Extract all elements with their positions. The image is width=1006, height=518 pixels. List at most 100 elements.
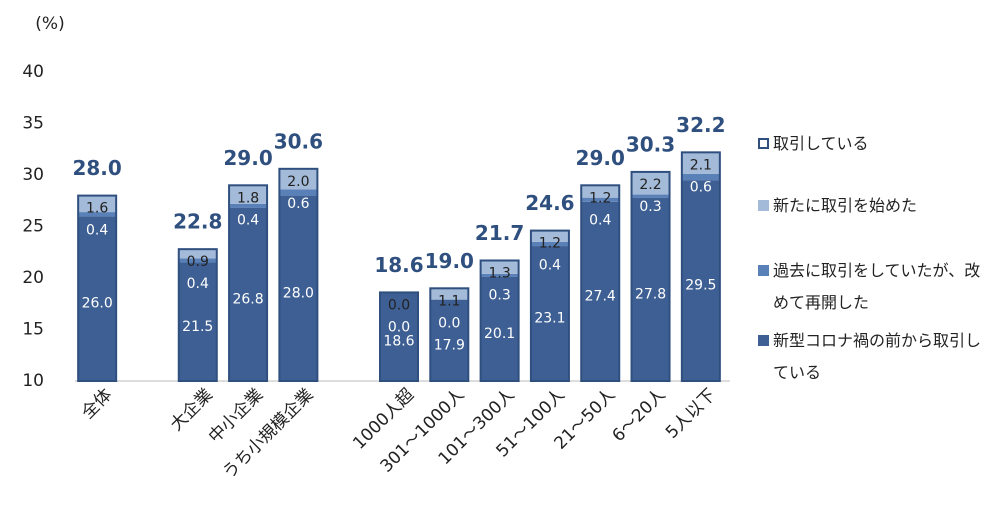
legend-label: 新型コロナ禍の前から取引している	[773, 331, 982, 382]
y-tick-label: 35	[22, 114, 44, 134]
legend-label: 過去に取引をしていたが、改めて再開した	[773, 261, 981, 312]
bar-segment	[229, 203, 268, 208]
bar-segment	[430, 288, 469, 300]
y-tick-label: 15	[22, 320, 44, 340]
bar-total	[479, 259, 520, 382]
value-label: 1.1	[438, 293, 460, 309]
value-label: 0.3	[488, 287, 510, 303]
value-label: 21.5	[182, 319, 213, 335]
total-label: 30.6	[274, 129, 323, 153]
x-tick-group: 6～20人	[608, 385, 669, 446]
bar-total	[177, 248, 218, 382]
value-label: 26.8	[232, 291, 263, 307]
legend-item: 過去に取引をしていたが、改めて再開した	[758, 255, 988, 319]
value-label: 20.1	[484, 326, 515, 342]
legend-item: 取引している	[758, 128, 988, 160]
bar-segment	[78, 212, 117, 217]
bar-segment	[681, 152, 720, 174]
bar-segment	[530, 229, 569, 242]
bar-total	[278, 167, 319, 382]
bar-segment	[78, 216, 117, 381]
bar-segment	[581, 201, 620, 381]
x-tick-group: うち小規模企業	[219, 385, 317, 483]
bar-segment	[480, 273, 519, 277]
bar-segment	[178, 262, 217, 381]
legend-label: 新たに取引を始めた	[773, 196, 918, 215]
y-tick-label: 25	[22, 217, 44, 237]
value-label: 27.4	[585, 288, 616, 304]
total-label: 24.6	[525, 191, 574, 215]
value-label: 1.6	[86, 201, 108, 217]
bar-segment	[380, 292, 418, 381]
y-axis-label: (%)	[35, 14, 64, 34]
bar-total	[77, 194, 118, 382]
bar-segment	[430, 299, 469, 381]
value-label: 0.4	[539, 258, 561, 274]
x-tick-label: うち小規模企業	[219, 385, 317, 483]
bar-segment	[631, 171, 670, 195]
x-tick-group: 全体	[78, 385, 116, 423]
value-label: 2.0	[287, 174, 309, 190]
bar-segment	[279, 195, 318, 381]
y-tick-label: 20	[22, 268, 44, 288]
value-label: 1.8	[237, 190, 259, 206]
bar-segment	[631, 197, 670, 381]
value-label: 27.8	[635, 286, 666, 302]
value-label: 0.0	[388, 297, 410, 313]
value-label: 0.4	[237, 212, 259, 228]
bar-total	[379, 291, 419, 383]
total-label: 18.6	[374, 253, 423, 277]
value-label: 29.5	[685, 278, 716, 294]
value-label: 2.2	[639, 177, 661, 193]
total-label: 19.0	[425, 249, 474, 273]
bar-segment	[78, 195, 117, 213]
bar-segment	[681, 180, 720, 381]
legend-label: 取引している	[773, 134, 869, 153]
bar-segment	[530, 246, 569, 381]
value-label: 0.0	[438, 315, 460, 331]
legend: 新型コロナ禍の前から取引している 過去に取引をしていたが、改めて再開した 新たに取引…	[758, 0, 988, 518]
value-label: 0.0	[388, 319, 410, 335]
x-tick-label: 全体	[78, 385, 116, 423]
bar-segment	[178, 258, 217, 263]
bar-segment	[631, 194, 670, 198]
value-label: 18.6	[383, 334, 414, 350]
total-label: 22.8	[173, 210, 222, 234]
bar-segment	[279, 189, 318, 196]
x-tick-group: 5人以下	[662, 385, 720, 443]
y-tick-label: 40	[22, 62, 44, 82]
value-label: 1.3	[488, 265, 510, 281]
legend-swatch	[758, 335, 769, 346]
value-label: 0.6	[287, 196, 309, 212]
bar-segment	[279, 168, 318, 190]
legend-swatch	[758, 138, 769, 149]
total-label: 28.0	[72, 156, 121, 180]
legend-swatch	[758, 200, 769, 211]
x-tick-label: 5人以下	[662, 385, 720, 443]
bar-total	[529, 229, 570, 382]
value-label: 23.1	[534, 311, 565, 327]
bar-segment	[229, 207, 268, 381]
bar-total	[630, 170, 671, 382]
bar-segment	[581, 197, 620, 202]
y-tick-label: 10	[22, 371, 44, 391]
value-label: 28.0	[283, 285, 314, 301]
bar-segment	[530, 241, 569, 247]
value-label: 0.6	[690, 179, 712, 195]
legend-item: 新型コロナ禍の前から取引している	[758, 325, 988, 389]
value-label: 1.2	[539, 236, 561, 252]
total-label: 29.0	[223, 146, 272, 170]
bar-segment	[480, 276, 519, 381]
value-label: 0.3	[639, 199, 661, 215]
value-label: 0.4	[86, 223, 108, 239]
total-label: 30.3	[626, 132, 675, 156]
legend-swatch	[758, 265, 769, 276]
bar-segment	[681, 173, 720, 181]
value-label: 26.0	[82, 296, 113, 312]
bar-segment	[229, 185, 268, 204]
bar-total	[580, 184, 621, 382]
y-tick-label: 30	[22, 165, 44, 185]
total-label: 32.2	[676, 113, 725, 137]
value-label: 0.4	[187, 276, 209, 292]
